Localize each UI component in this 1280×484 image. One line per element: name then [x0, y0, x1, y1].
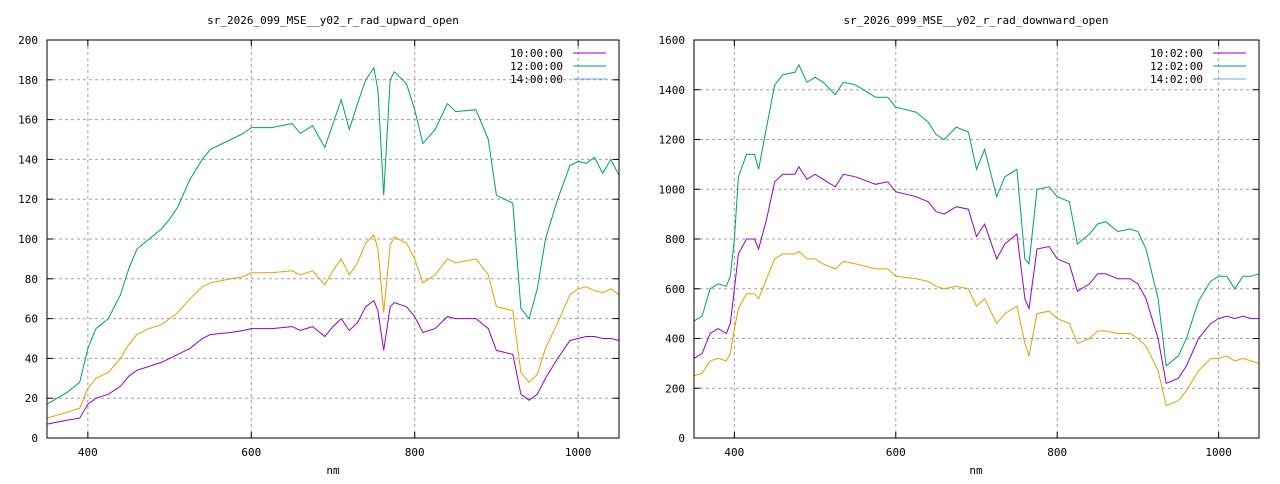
x-axis-label: nm [326, 464, 340, 477]
x-axis-label: nm [969, 464, 983, 477]
downward-radiance-chart: sr_2026_099_MSE__y02_r_rad_downward_open… [659, 14, 1260, 477]
x-tick-label: 600 [886, 446, 906, 459]
x-tick-label: 800 [405, 446, 425, 459]
y-tick-label: 40 [25, 352, 38, 365]
x-tick-label: 800 [1047, 446, 1067, 459]
legend-label: 10:00:00 [510, 47, 563, 60]
y-tick-label: 100 [18, 233, 38, 246]
y-tick-label: 0 [678, 432, 685, 445]
y-tick-label: 60 [25, 313, 38, 326]
y-tick-label: 800 [665, 233, 685, 246]
y-tick-label: 200 [665, 382, 685, 395]
x-tick-label: 400 [724, 446, 744, 459]
y-tick-label: 1600 [659, 34, 686, 47]
y-tick-label: 600 [665, 283, 685, 296]
y-tick-label: 160 [18, 114, 38, 127]
legend-label: 12:02:00 [1150, 60, 1203, 73]
chart-title: sr_2026_099_MSE__y02_r_rad_upward_open [207, 14, 459, 27]
series-line-2 [46, 66, 620, 405]
x-tick-label: 400 [78, 446, 98, 459]
y-tick-label: 1000 [659, 183, 686, 196]
legend-label: 14:00:00 [510, 73, 563, 86]
legend-label: 12:00:00 [510, 60, 563, 73]
chart-title: sr_2026_099_MSE__y02_r_rad_downward_open [844, 14, 1109, 27]
y-tick-label: 0 [31, 432, 38, 445]
y-tick-label: 120 [18, 193, 38, 206]
y-tick-label: 180 [18, 74, 38, 87]
y-tick-label: 400 [665, 333, 685, 346]
x-tick-label: 1000 [565, 446, 592, 459]
x-tick-label: 1000 [1205, 446, 1232, 459]
series-line-1 [693, 250, 1260, 407]
legend-label: 14:02:00 [1150, 73, 1203, 86]
upward-radiance-chart: sr_2026_099_MSE__y02_r_rad_upward_open n… [18, 14, 620, 477]
y-tick-label: 140 [18, 153, 38, 166]
y-tick-label: 1200 [659, 134, 686, 147]
series-line-2 [693, 63, 1260, 367]
x-tick-label: 600 [241, 446, 261, 459]
y-tick-label: 80 [25, 273, 38, 286]
series-line-0 [693, 165, 1259, 384]
y-tick-label: 200 [18, 34, 38, 47]
y-tick-label: 1400 [659, 84, 686, 97]
plot-frame [46, 39, 620, 439]
plot-frame [693, 39, 1260, 439]
series-line-1 [46, 234, 620, 419]
series-line-0 [46, 299, 620, 425]
y-tick-label: 20 [25, 392, 38, 405]
legend-label: 10:02:00 [1150, 47, 1203, 60]
